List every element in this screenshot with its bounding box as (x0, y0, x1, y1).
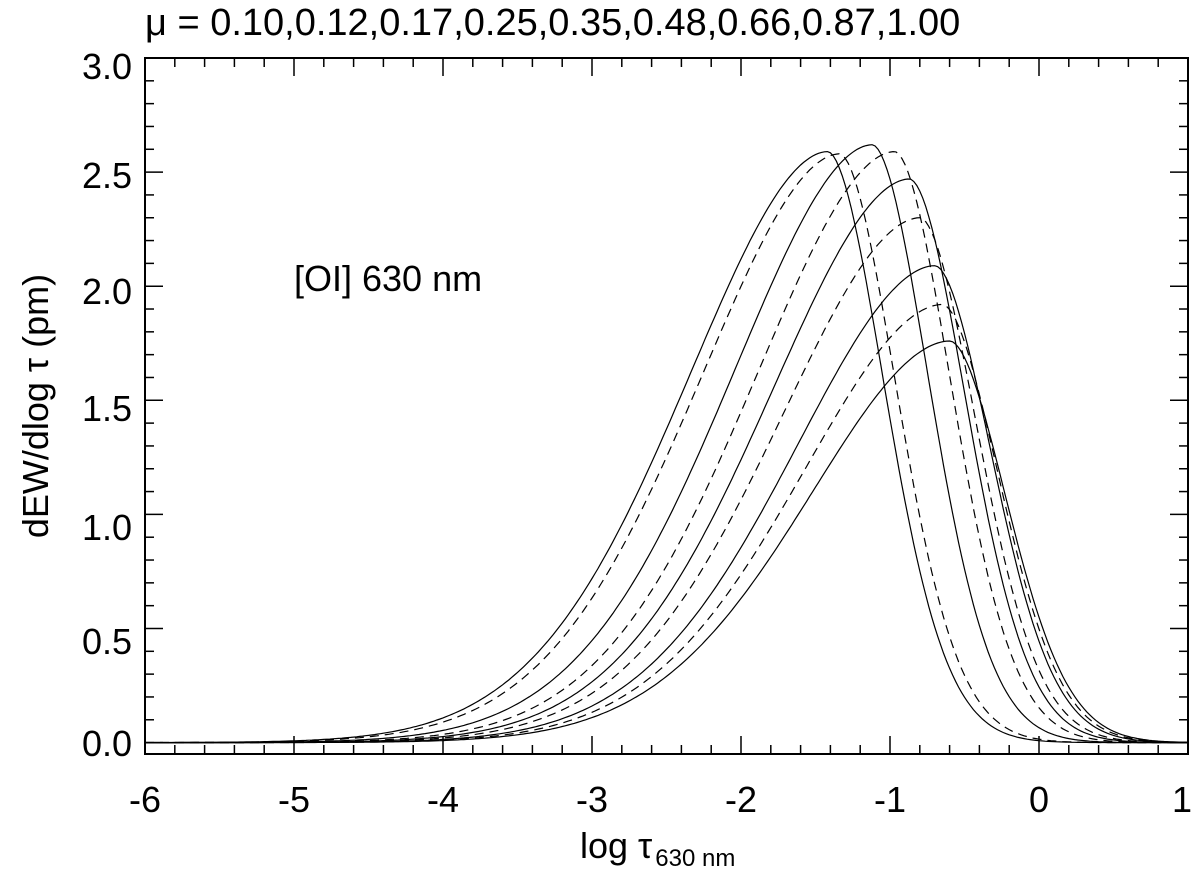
x-tick-label: -1 (874, 779, 906, 820)
y-axis-label: dEW/dlog τ (pm) (15, 274, 56, 538)
plot-frame (144, 57, 1189, 755)
y-tick-label: 2.0 (82, 271, 132, 312)
series-curve-2 (145, 153, 1188, 744)
y-tick-label: 3.0 (82, 46, 132, 87)
x-axis-label: log τ 630 nm (580, 825, 735, 872)
x-tick-label: -5 (278, 779, 310, 820)
y-tick-label: 2.5 (82, 155, 132, 196)
chart-title: μ = 0.10,0.12,0.17,0.25,0.35,0.48,0.66,0… (145, 2, 960, 44)
x-tick-label: -6 (129, 779, 161, 820)
line-annotation: [OI] 630 nm (294, 258, 482, 299)
x-axis-label-main: log τ (580, 825, 652, 866)
x-tick-label: -4 (427, 779, 459, 820)
series-curves (145, 144, 1189, 744)
minor-ticks (145, 58, 1188, 754)
series-curve-9 (145, 340, 1189, 744)
x-tick-label: 0 (1029, 779, 1049, 820)
x-tick-label: 1 (1172, 779, 1192, 820)
y-tick-label: 1.0 (82, 507, 132, 548)
y-tick-label: 1.5 (82, 388, 132, 429)
y-tick-label: 0.0 (82, 723, 132, 764)
x-tick-label: -2 (725, 779, 757, 820)
x-axis-label-subscript: 630 nm (655, 845, 735, 872)
y-tick-label: 0.5 (82, 621, 132, 662)
x-tick-label: -3 (576, 779, 608, 820)
